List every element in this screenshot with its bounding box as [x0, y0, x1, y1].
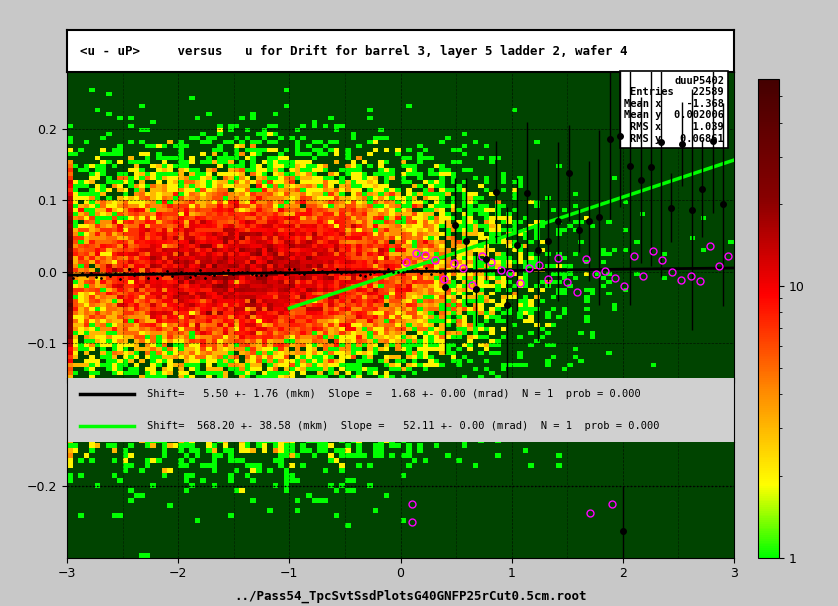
Text: duuP5402
Entries   22589
Mean x    -1.368
Mean y  0.002006
RMS x     1.039
RMS y: duuP5402 Entries 22589 Mean x -1.368 Mea…	[624, 76, 724, 144]
Text: Shift=   5.50 +- 1.76 (mkm)  Slope =   1.68 +- 0.00 (mrad)  N = 1  prob = 0.000: Shift= 5.50 +- 1.76 (mkm) Slope = 1.68 +…	[147, 389, 641, 399]
Text: ../Pass54_TpcSvtSsdPlotsG40GNFP25rCut0.5cm.root: ../Pass54_TpcSvtSsdPlotsG40GNFP25rCut0.5…	[235, 590, 587, 603]
Text: <u - uP>     versus   u for Drift for barrel 3, layer 5 ladder 2, wafer 4: <u - uP> versus u for Drift for barrel 3…	[80, 45, 628, 58]
Text: Shift=  568.20 +- 38.58 (mkm)  Slope =   52.11 +- 0.00 (mrad)  N = 1  prob = 0.0: Shift= 568.20 +- 38.58 (mkm) Slope = 52.…	[147, 421, 660, 431]
